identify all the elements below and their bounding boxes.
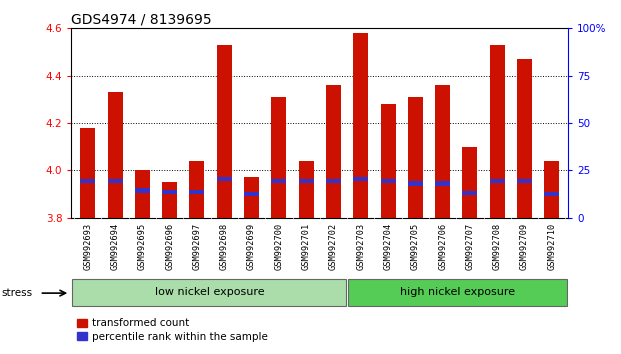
Text: GSM992704: GSM992704 [384, 223, 392, 270]
FancyBboxPatch shape [348, 279, 567, 307]
Bar [435, 85, 450, 218]
Bar [189, 189, 204, 194]
Bar [381, 179, 396, 183]
Text: high nickel exposure: high nickel exposure [401, 287, 515, 297]
Text: GSM992697: GSM992697 [193, 223, 201, 270]
Bar [326, 179, 341, 183]
Bar [435, 181, 450, 185]
Bar [545, 192, 560, 196]
Text: GSM992700: GSM992700 [274, 223, 283, 270]
Bar [517, 179, 532, 183]
Bar [107, 179, 122, 183]
Bar [217, 177, 232, 181]
Text: GSM992708: GSM992708 [492, 223, 502, 270]
Bar [299, 179, 314, 183]
Bar [408, 97, 423, 218]
Bar [244, 192, 259, 196]
Text: GSM992702: GSM992702 [329, 223, 338, 270]
Bar [271, 97, 286, 218]
Bar [80, 179, 95, 183]
Text: GSM992710: GSM992710 [547, 223, 556, 270]
Text: GDS4974 / 8139695: GDS4974 / 8139695 [71, 12, 212, 27]
Bar [463, 147, 478, 218]
Text: GSM992706: GSM992706 [438, 223, 447, 270]
Bar [299, 161, 314, 218]
Bar [517, 59, 532, 218]
Text: GSM992701: GSM992701 [302, 223, 310, 270]
Bar [162, 182, 177, 218]
Text: GSM992696: GSM992696 [165, 223, 174, 270]
Bar [408, 181, 423, 185]
Bar [162, 189, 177, 194]
Text: GSM992703: GSM992703 [356, 223, 365, 270]
Text: GSM992698: GSM992698 [220, 223, 229, 270]
Text: GSM992709: GSM992709 [520, 223, 529, 270]
Text: GSM992707: GSM992707 [466, 223, 474, 270]
Bar [80, 128, 95, 218]
FancyBboxPatch shape [73, 279, 347, 307]
Bar [353, 33, 368, 218]
Text: low nickel exposure: low nickel exposure [155, 287, 264, 297]
Text: GSM992699: GSM992699 [247, 223, 256, 270]
Bar [217, 45, 232, 218]
Bar [381, 104, 396, 218]
Text: stress: stress [2, 288, 33, 298]
Bar [135, 170, 150, 218]
Bar [135, 188, 150, 193]
Text: GSM992705: GSM992705 [411, 223, 420, 270]
Bar [463, 191, 478, 195]
Bar [490, 179, 505, 183]
Text: GSM992694: GSM992694 [111, 223, 120, 270]
Bar [353, 177, 368, 181]
Bar [107, 92, 122, 218]
Text: GSM992693: GSM992693 [83, 223, 93, 270]
Bar [189, 161, 204, 218]
Text: GSM992695: GSM992695 [138, 223, 147, 270]
Legend: transformed count, percentile rank within the sample: transformed count, percentile rank withi… [76, 319, 268, 342]
Bar [490, 45, 505, 218]
Bar [244, 177, 259, 218]
Bar [326, 85, 341, 218]
Bar [271, 179, 286, 183]
Bar [545, 161, 560, 218]
